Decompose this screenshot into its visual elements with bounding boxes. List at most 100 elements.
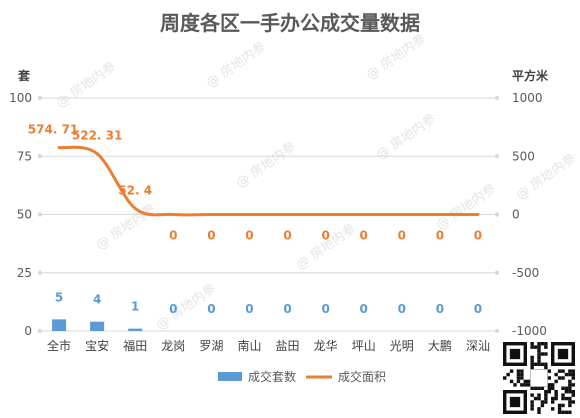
line-data-label: 0 — [245, 229, 253, 243]
line-data-label: 574. 71 — [28, 123, 78, 137]
watermark-layer: @ 房地内参 @ 房地内参 @ 房地内参 @ 房地内参 @ 房地内参 @ 房地内参 @ 房地… — [53, 31, 579, 334]
bar-data-label: 0 — [436, 302, 444, 316]
qr-module — [503, 376, 507, 380]
qr-module — [554, 396, 558, 401]
qr-finder-core — [509, 396, 521, 408]
grid-dot-right — [494, 154, 500, 159]
qr-module — [537, 410, 541, 414]
watermark-text: @ 房地内参 — [53, 59, 119, 112]
qr-module — [547, 369, 551, 373]
qr-module — [540, 342, 545, 346]
grid-layer: 0255075100-1000-50005001000全市 宝安 福田 龙岗 罗湖 南山盐… — [9, 91, 547, 353]
qr-module — [530, 359, 534, 363]
y-left-tick-label: 100 — [9, 91, 32, 105]
y-left-tick-label: 0 — [24, 324, 32, 338]
bar-data-label: 0 — [398, 302, 406, 316]
y-right-tick-label: 1000 — [512, 91, 543, 105]
x-tick-label: 龙岗 — [161, 339, 185, 353]
y-right-tick-label: -1000 — [512, 324, 547, 338]
qr-module — [551, 407, 555, 411]
qr-module — [530, 362, 534, 366]
qr-module — [520, 376, 524, 380]
qr-module — [523, 379, 527, 384]
qr-module — [537, 355, 541, 360]
qr-code — [503, 342, 575, 414]
qr-module — [544, 345, 548, 349]
line-data-label: 52. 4 — [118, 183, 152, 197]
qr-module — [557, 403, 562, 408]
qr-module — [547, 390, 551, 394]
qr-module — [540, 403, 545, 408]
qr-module — [527, 379, 531, 384]
x-tick-label: 深汕 — [466, 339, 490, 353]
qr-module — [544, 396, 548, 401]
qr-module — [568, 386, 572, 390]
qr-module — [530, 345, 534, 349]
qr-module — [568, 390, 572, 394]
qr-module — [571, 376, 575, 380]
qr-module — [571, 400, 575, 404]
qr-module — [540, 400, 545, 404]
qr-module — [554, 393, 558, 397]
bar-data-label: 0 — [283, 302, 291, 316]
qr-module — [551, 386, 555, 390]
qr-module — [533, 386, 538, 390]
qr-module — [564, 396, 569, 401]
bar-data-label: 0 — [321, 302, 329, 316]
qr-module — [554, 390, 558, 394]
qr-module — [554, 379, 558, 384]
line-data-label: 0 — [207, 229, 215, 243]
line-data-label: 522. 31 — [72, 129, 122, 143]
qr-module — [530, 355, 534, 360]
qr-module — [540, 352, 545, 356]
line-series-path — [57, 145, 480, 217]
y-right-tick-label: -500 — [512, 266, 539, 280]
qr-module — [557, 410, 562, 414]
x-tick-label: 光明 — [390, 339, 414, 353]
bar-data-label: 0 — [245, 302, 253, 316]
qr-module — [506, 372, 510, 377]
qr-module — [547, 376, 551, 380]
qr-module — [520, 383, 524, 387]
line-data-label: 0 — [321, 229, 329, 243]
qr-module — [530, 386, 534, 390]
qr-module — [533, 396, 538, 401]
x-tick-label: 龙华 — [314, 339, 338, 353]
y-right-axis-label: 平方米 — [512, 68, 549, 83]
qr-module — [547, 386, 551, 390]
bar-data-label: 0 — [169, 302, 177, 316]
qr-module — [551, 396, 555, 401]
qr-finder-core — [509, 348, 521, 360]
qr-logo — [530, 369, 548, 387]
bar-data-label: 5 — [55, 290, 63, 304]
qr-module — [561, 386, 565, 390]
qr-module — [537, 342, 541, 346]
qr-module — [537, 393, 541, 397]
legend-swatch-bar — [218, 372, 242, 381]
qr-module — [571, 393, 575, 397]
qr-module — [527, 383, 531, 387]
qr-module — [544, 393, 548, 397]
x-tick-label: 福田 — [123, 338, 147, 353]
line-data-label: 0 — [474, 229, 482, 243]
qr-module — [537, 348, 541, 353]
line-data-label: 0 — [436, 229, 444, 243]
bar-data-label: 0 — [207, 302, 215, 316]
qr-module — [557, 369, 562, 373]
qr-module — [530, 403, 534, 408]
line-data-label: 0 — [398, 229, 406, 243]
y-left-axis-label: 套 — [17, 68, 31, 83]
qr-module — [564, 372, 569, 377]
bars-layer — [52, 319, 143, 331]
qr-module — [530, 342, 534, 346]
watermark-text: @ 房地内参 — [93, 201, 159, 254]
grid-dot-right — [494, 95, 500, 101]
qr-module — [571, 369, 575, 373]
qr-module — [551, 400, 555, 404]
watermark-text: @ 房地内参 — [363, 31, 429, 84]
qr-module — [533, 362, 538, 366]
x-tick-label: 罗湖 — [199, 338, 223, 353]
watermark-text: @ 房地内参 — [233, 139, 299, 192]
line-data-label: 0 — [360, 229, 368, 243]
